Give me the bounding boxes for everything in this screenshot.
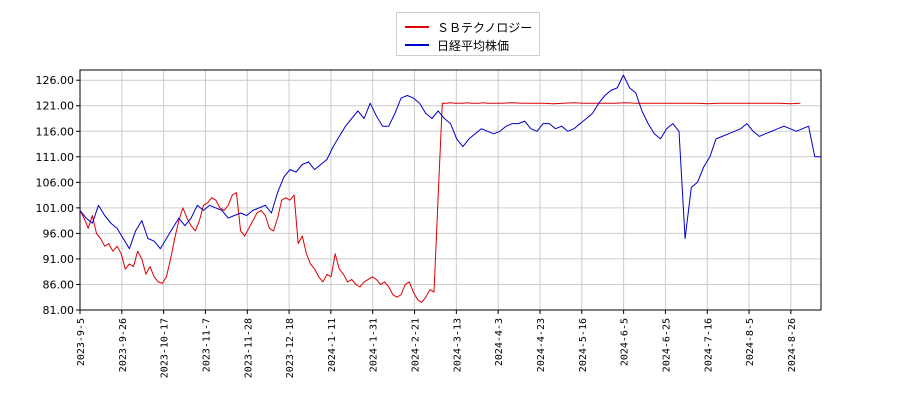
grid-lines: [79, 70, 821, 311]
y-tick-label: 101.00: [36, 202, 75, 215]
legend-label-sbtechnology: ＳＢテクノロジー: [437, 20, 533, 35]
legend-item-sbtechnology: ＳＢテクノロジー: [405, 18, 532, 36]
x-tick-label: 2024-4-3: [494, 318, 505, 366]
y-tick-label: 91.00: [43, 253, 75, 266]
y-tick-label: 81.00: [43, 304, 75, 317]
legend-label-nikkei: 日経平均株価: [437, 38, 510, 53]
x-tick-label: 2024-2-21: [411, 318, 422, 372]
series-line-nikkei: [79, 74, 821, 250]
x-tick-label: 2024-8-5: [745, 318, 756, 366]
y-tick-label: 111.00: [36, 151, 75, 164]
x-tick-label: 2023-11-7: [201, 318, 212, 372]
legend-swatch-red: [405, 26, 429, 28]
series-line-sbtechnology: [79, 102, 801, 303]
y-tick-label: 116.00: [36, 125, 75, 138]
x-axis-ticks: 2023-9-5 2023-9-26 2023-10-17 2023-11-7 2023…: [76, 310, 798, 378]
series-lines: [79, 74, 821, 303]
x-tick-label: 2023-11-28: [243, 318, 254, 378]
y-tick-label: 96.00: [43, 227, 75, 240]
x-tick-label: 2024-4-23: [536, 318, 547, 372]
legend: ＳＢテクノロジー 日経平均株価: [396, 12, 540, 56]
x-tick-label: 2024-1-31: [369, 318, 380, 372]
x-tick-label: 2023-9-26: [118, 318, 129, 372]
x-tick-label: 2024-5-16: [578, 318, 589, 372]
x-tick-label: 2024-6-5: [620, 318, 631, 366]
y-tick-label: 126.00: [36, 74, 75, 87]
y-axis-ticks: 81.00 86.00 91.00 96.00 101.00 106.00 111.00 11…: [36, 74, 80, 317]
plot-frame: [79, 69, 822, 311]
x-tick-label: 2023-12-18: [285, 318, 296, 378]
legend-swatch-blue: [405, 44, 429, 46]
x-tick-label: 2024-7-16: [703, 318, 714, 372]
y-tick-label: 86.00: [43, 278, 75, 291]
x-tick-label: 2024-6-25: [661, 318, 672, 372]
x-tick-label: 2024-8-26: [787, 318, 798, 372]
x-tick-label: 2024-3-13: [452, 318, 463, 372]
x-tick-label: 2023-9-5: [76, 318, 87, 366]
y-tick-label: 121.00: [36, 100, 75, 113]
legend-item-nikkei: 日経平均株価: [405, 36, 509, 54]
x-tick-label: 2024-1-11: [327, 318, 338, 372]
y-tick-label: 106.00: [36, 176, 75, 189]
x-tick-label: 2023-10-17: [160, 318, 171, 378]
